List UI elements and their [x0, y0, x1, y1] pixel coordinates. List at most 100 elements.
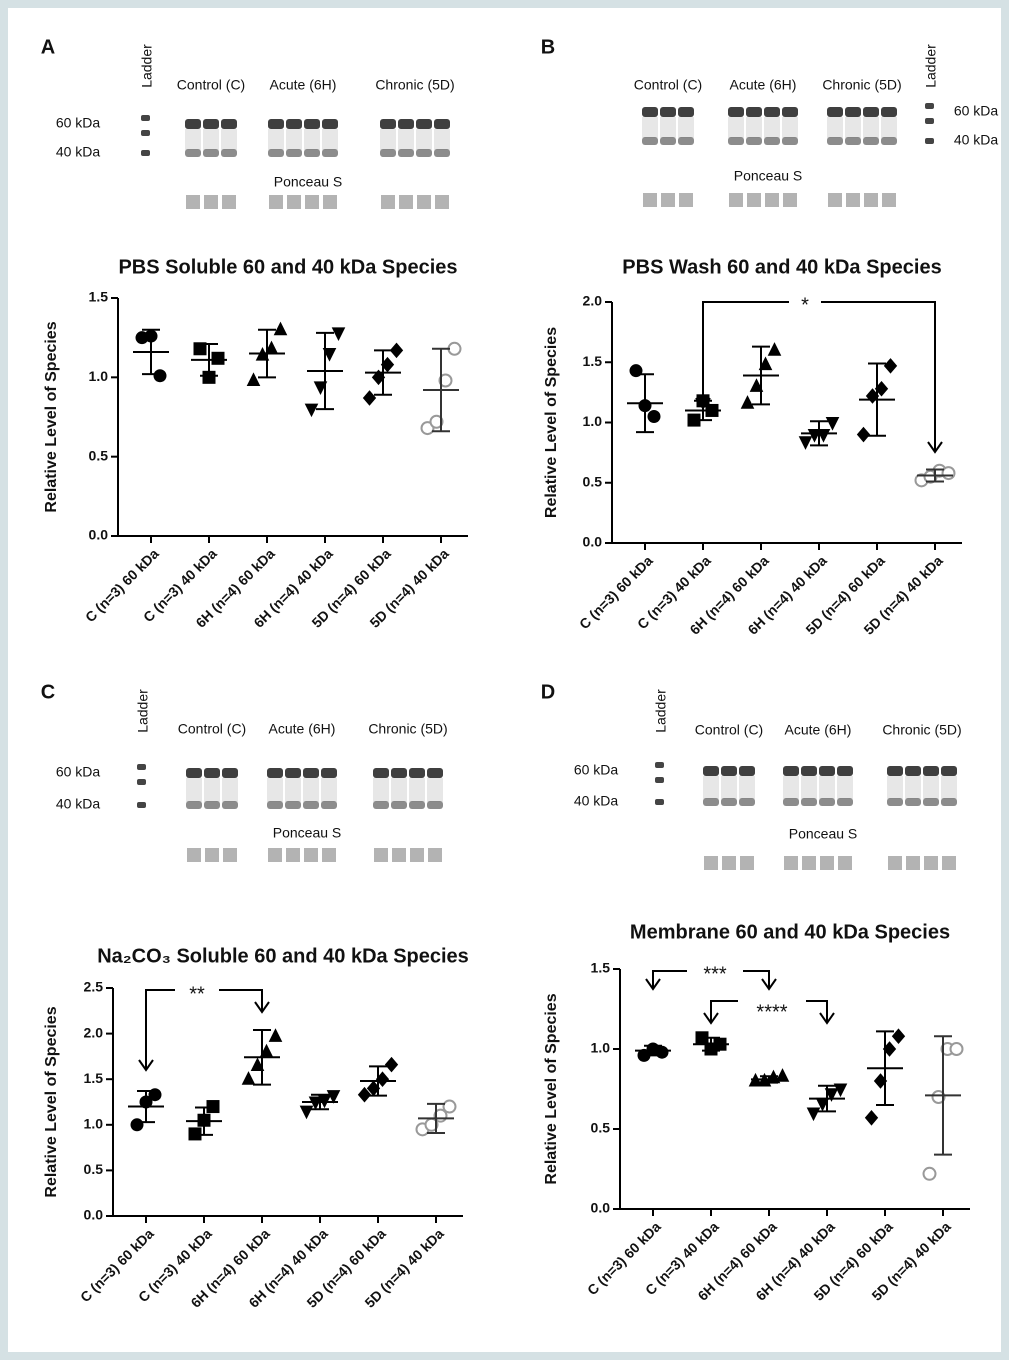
blot-smear [185, 129, 201, 150]
blot-smear [434, 129, 450, 150]
blot-band [827, 137, 843, 145]
ponceau-band [820, 856, 834, 870]
blot-smear [186, 778, 202, 802]
blot-band [642, 107, 658, 117]
blot-band [837, 798, 853, 806]
ladder-label: Ladder [923, 44, 939, 88]
ladder-band [925, 103, 934, 109]
y-axis-label: Relative Level of Species [543, 327, 560, 518]
blot-band [285, 768, 301, 778]
ponceau-band [838, 856, 852, 870]
ponceau-band [304, 848, 318, 862]
blot-band [923, 798, 939, 806]
panel-label: D [541, 681, 555, 703]
blot-group-label: Chronic (5D) [882, 722, 961, 738]
blot-group-label: Chronic (5D) [822, 77, 901, 93]
blot-smear [427, 778, 443, 802]
blot-band [739, 798, 755, 806]
blot-smear [380, 129, 396, 150]
y-axis-label: Relative Level of Species [43, 1006, 60, 1197]
ponceau-band [268, 848, 282, 862]
blot-band [416, 119, 432, 129]
blot-band [373, 801, 389, 809]
blot-band [703, 766, 719, 776]
significance-label: ** [189, 983, 205, 1005]
ladder-band [925, 138, 934, 144]
blot-smear [728, 117, 744, 138]
point [154, 370, 166, 382]
y-tick-label: 1.5 [84, 1070, 104, 1086]
blot-band [286, 119, 302, 129]
blot-smear [764, 117, 780, 138]
ponceau-band [888, 856, 902, 870]
blot-band [863, 137, 879, 145]
blot-band [739, 766, 755, 776]
blot-band [728, 137, 744, 145]
y-tick-label: 1.5 [591, 960, 611, 976]
blot-smear [268, 129, 284, 150]
blot-band [185, 149, 201, 157]
band-size-label: 40 kDa [56, 796, 101, 812]
blot-band [905, 766, 921, 776]
blot-smear [203, 129, 219, 150]
band-size-label: 60 kDa [56, 764, 101, 780]
y-tick-label: 0.0 [84, 1207, 104, 1223]
ladder-label: Ladder [653, 689, 669, 733]
blot-band [887, 766, 903, 776]
blot-band [801, 766, 817, 776]
ladder-band [655, 762, 664, 768]
blot-band [303, 801, 319, 809]
blot-group-label: Control (C) [634, 77, 702, 93]
blot-band [203, 149, 219, 157]
blot-smear [739, 776, 755, 799]
blot-band [845, 137, 861, 145]
ponceau-band [417, 195, 431, 209]
blot-band [819, 766, 835, 776]
point [943, 467, 955, 479]
ponceau-band [942, 856, 956, 870]
blot-band [660, 107, 676, 117]
blot-smear [322, 129, 338, 150]
ponceau-band [722, 856, 736, 870]
y-axis-label: Relative Level of Species [43, 321, 60, 512]
figure: ALadder60 kDa40 kDaControl (C)Acute (6H)… [0, 0, 1009, 1360]
blot-group-label: Chronic (5D) [368, 721, 447, 737]
blot-smear [845, 117, 861, 138]
blot-band [303, 768, 319, 778]
blot-smear [801, 776, 817, 799]
blot-smear [304, 129, 320, 150]
blot-band [819, 798, 835, 806]
ponceau-band [784, 856, 798, 870]
ladder-band [655, 777, 664, 783]
blot-band [703, 798, 719, 806]
y-tick-label: 1.5 [89, 289, 109, 305]
y-tick-label: 0.0 [89, 527, 109, 543]
blot-smear [391, 778, 407, 802]
ponceau-band [828, 193, 842, 207]
blot-band [801, 798, 817, 806]
blot-band [186, 768, 202, 778]
blot-band [746, 137, 762, 145]
blot-band [203, 119, 219, 129]
blot-band [427, 801, 443, 809]
canvas [8, 8, 1001, 1352]
blot-band [427, 768, 443, 778]
ponceau-band [323, 195, 337, 209]
ponceau-band [428, 848, 442, 862]
y-tick-label: 0.5 [84, 1161, 104, 1177]
blot-band [764, 137, 780, 145]
blot-group-label: Acute (6H) [730, 77, 797, 93]
blot-smear [678, 117, 694, 138]
blot-smear [398, 129, 414, 150]
blot-band [827, 107, 843, 117]
ponceau-band [399, 195, 413, 209]
blot-band [678, 137, 694, 145]
blot-smear [783, 776, 799, 799]
ladder-band [141, 130, 150, 136]
point [648, 410, 660, 422]
ladder-label: Ladder [135, 689, 151, 733]
blot-smear [703, 776, 719, 799]
blot-group-label: Acute (6H) [785, 722, 852, 738]
y-axis-label: Relative Level of Species [543, 993, 560, 1184]
y-tick-label: 2.0 [84, 1024, 104, 1040]
